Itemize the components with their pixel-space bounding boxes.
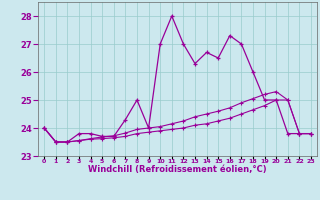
X-axis label: Windchill (Refroidissement éolien,°C): Windchill (Refroidissement éolien,°C) xyxy=(88,165,267,174)
